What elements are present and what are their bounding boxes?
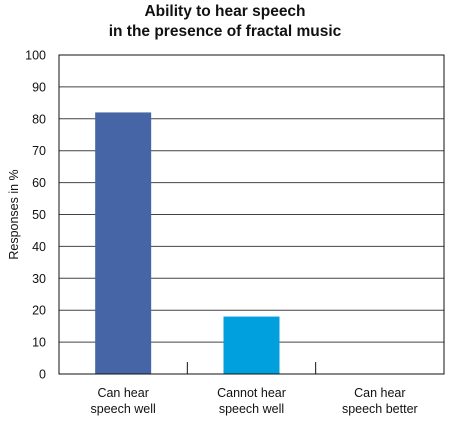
y-tick-label: 40 — [32, 240, 46, 254]
y-tick-label: 20 — [32, 304, 46, 318]
y-tick-label: 70 — [32, 144, 46, 158]
y-tick-label: 100 — [25, 49, 46, 63]
plot-area-frame — [58, 54, 445, 375]
x-axis-ticks: Can hear speech well Cannot hear speech wel… — [91, 362, 418, 416]
y-tick-label: 60 — [32, 176, 46, 190]
y-tick-label: 30 — [32, 272, 46, 286]
y-tick-label: 10 — [32, 336, 46, 350]
x-tick-label: speech well — [91, 402, 156, 416]
bar — [95, 112, 152, 375]
y-tick-label: 80 — [32, 112, 46, 126]
y-tick-label: 90 — [32, 80, 46, 94]
chart-title-line-1: Ability to hear speech — [144, 3, 306, 20]
y-axis-label: Responses in % — [7, 169, 21, 259]
bar — [223, 316, 280, 374]
chart-title-line-2: in the presence of fractal music — [108, 23, 342, 40]
y-axis-ticks: 0 10 20 30 40 50 60 70 80 90 100 — [25, 49, 46, 382]
x-tick-label: Cannot hear — [217, 386, 286, 400]
chart-title: Ability to hear speech in the presence o… — [0, 2, 450, 42]
bars — [95, 112, 280, 375]
x-tick-label: speech well — [219, 402, 284, 416]
x-tick-label: Can hear — [97, 386, 148, 400]
y-tick-label: 0 — [39, 368, 46, 382]
x-tick-label: speech better — [342, 402, 418, 416]
y-tick-label: 50 — [32, 208, 46, 222]
x-tick-label: Can hear — [354, 386, 405, 400]
